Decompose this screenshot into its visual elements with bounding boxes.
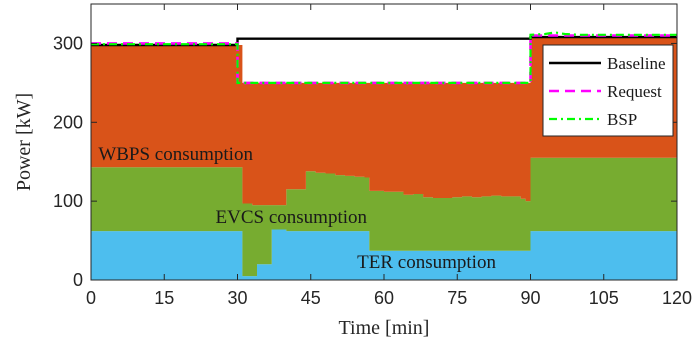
x-tick-label: 30: [227, 288, 247, 308]
series-line-bsp: [91, 31, 677, 85]
y-tick-label: 200: [53, 112, 83, 132]
series-line-baseline: [91, 35, 677, 47]
y-axis-label: Power [kW]: [13, 93, 35, 191]
x-tick-label: 60: [374, 288, 394, 308]
y-tick-label: 0: [73, 270, 83, 290]
x-tick-label: 15: [154, 288, 174, 308]
y-tick-label: 100: [53, 191, 83, 211]
x-tick-label: 105: [589, 288, 619, 308]
x-tick-label: 90: [520, 288, 540, 308]
axis-ticks: 0 15 30 45 60 75 90 105 120 0 100 200 300: [53, 4, 692, 308]
x-tick-label: 120: [662, 288, 692, 308]
legend-label-baseline: Baseline: [607, 54, 666, 73]
x-tick-label: 75: [447, 288, 467, 308]
series-lines: [91, 31, 677, 85]
area-annotation: TER consumption: [357, 252, 496, 273]
area-annotation: EVCS consumption: [216, 207, 368, 228]
legend-label-request: Request: [607, 82, 662, 101]
legend: Baseline Request BSP: [542, 44, 674, 137]
y-tick-label: 300: [53, 33, 83, 53]
x-tick-label: 0: [86, 288, 96, 308]
area-annotations: WBPS consumption EVCS consumption TER cons…: [98, 144, 496, 273]
legend-label-bsp: BSP: [607, 110, 637, 129]
x-tick-label: 45: [301, 288, 321, 308]
x-axis-label: Time [min]: [339, 317, 430, 339]
legend-box: [542, 44, 674, 137]
series-line-request: [91, 34, 677, 85]
area-annotation: WBPS consumption: [98, 144, 253, 165]
